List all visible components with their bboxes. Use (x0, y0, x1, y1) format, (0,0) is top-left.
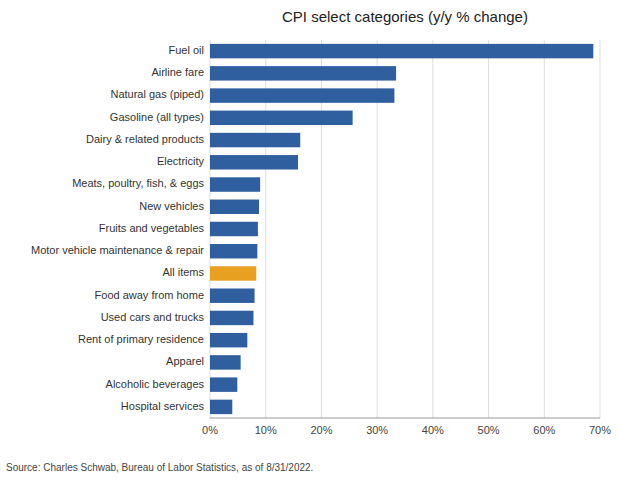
x-tick-label: 40% (422, 424, 444, 436)
y-tick-label: Hospital services (121, 400, 205, 412)
y-tick-label: Airline fare (151, 66, 204, 78)
annotation: Source: Charles Schwab, Bureau of Labor … (6, 462, 313, 473)
y-tick-label: Rent of primary residence (78, 333, 204, 345)
bar (210, 355, 241, 369)
x-tick-label: 10% (255, 424, 277, 436)
bar (210, 133, 300, 147)
bar (210, 333, 247, 347)
grid (210, 40, 600, 418)
bar (210, 288, 255, 302)
x-axis-line (210, 418, 600, 419)
x-tick-label: 30% (366, 424, 388, 436)
y-tick-label: Motor vehicle maintenance & repair (31, 244, 204, 256)
y-tick-label: All items (162, 266, 204, 278)
y-tick-label: Dairy & related products (86, 133, 204, 145)
bar (210, 400, 232, 414)
y-tick-label: Electricity (157, 155, 205, 167)
bar (210, 377, 237, 391)
x-tick-label: 70% (589, 424, 611, 436)
chart-container: CPI select categories (y/y % change) 0% 10… (0, 0, 620, 479)
y-tick-label: Alcoholic beverages (106, 378, 205, 390)
bar (210, 66, 396, 80)
bar (210, 177, 260, 191)
grid-line (432, 40, 433, 418)
y-tick-label: Meats, poultry, fish, & eggs (72, 177, 204, 189)
y-tick-label: Used cars and trucks (101, 311, 205, 323)
bar (210, 155, 298, 169)
y-tick-label: Fruits and vegetables (99, 222, 205, 234)
grid-line (600, 40, 601, 418)
y-tick-label: New vehicles (139, 200, 204, 212)
y-tick-labels: Fuel oil Airline fare Natural gas (piped) G… (31, 44, 205, 412)
grid-line (544, 40, 545, 418)
bar (210, 111, 353, 125)
bar (210, 200, 259, 214)
bar (210, 244, 257, 258)
y-tick-label: Fuel oil (169, 44, 204, 56)
title: CPI select categories (y/y % change) (282, 8, 528, 25)
bar (210, 311, 253, 325)
y-tick-label: Food away from home (95, 289, 204, 301)
x-tick-label: 20% (310, 424, 332, 436)
y-tick-label: Natural gas (piped) (110, 88, 204, 100)
x-tick-label: 60% (533, 424, 555, 436)
x-tick-label: 0% (202, 424, 218, 436)
x-tick-label: 50% (478, 424, 500, 436)
bar (210, 266, 256, 280)
grid-line (488, 40, 489, 418)
bars (210, 44, 593, 414)
x-tick-labels: 0% 10% 20% 30% 40% 50% 60% 70% (202, 424, 611, 436)
bar (210, 44, 593, 58)
chart-svg: CPI select categories (y/y % change) 0% 10… (0, 0, 620, 479)
y-tick-label: Gasoline (all types) (110, 111, 204, 123)
y-tick-label: Apparel (166, 355, 204, 367)
bar (210, 88, 394, 102)
bar (210, 222, 258, 236)
